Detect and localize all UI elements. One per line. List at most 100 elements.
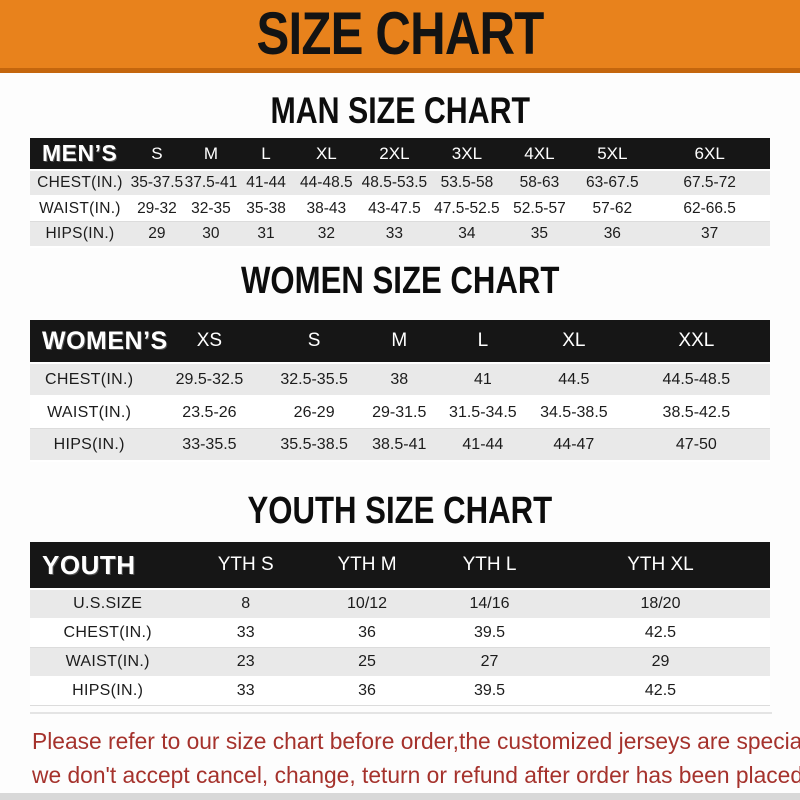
men-col-s: S bbox=[129, 138, 184, 171]
table-cell: 38.5-41 bbox=[357, 429, 441, 462]
table-cell: 43-47.5 bbox=[358, 197, 431, 222]
men-hips-row: HIPS(IN.) 29 30 31 32 33 34 35 36 37 bbox=[30, 222, 770, 248]
table-cell: 36 bbox=[306, 619, 429, 648]
table-cell: 44.5-48.5 bbox=[622, 364, 770, 397]
men-col-2xl: 2XL bbox=[358, 138, 431, 171]
women-chest-row: CHEST(IN.) 29.5-32.5 32.5-35.5 38 41 44.… bbox=[30, 364, 770, 397]
women-col-xl: XL bbox=[525, 320, 623, 364]
table-cell: 38-43 bbox=[294, 197, 359, 222]
table-cell: 44-48.5 bbox=[294, 171, 359, 197]
footer-note: Please refer to our size chart before or… bbox=[32, 724, 800, 792]
youth-col-s: YTH S bbox=[185, 542, 306, 590]
men-header-row: MEN’S S M L XL 2XL 3XL 4XL 5XL 6XL bbox=[30, 138, 770, 171]
table-cell: 47.5-52.5 bbox=[430, 197, 504, 222]
women-col-s: S bbox=[270, 320, 358, 364]
men-col-3xl: 3XL bbox=[430, 138, 504, 171]
table-cell: 25 bbox=[306, 648, 429, 678]
table-cell: 41-44 bbox=[440, 429, 526, 462]
table-cell: 23.5-26 bbox=[148, 397, 271, 429]
women-col-xxl: XXL bbox=[622, 320, 770, 364]
youth-header-label: YOUTH bbox=[30, 542, 186, 590]
table-cell: 39.5 bbox=[428, 619, 551, 648]
banner: SIZE CHART bbox=[0, 0, 800, 73]
table-cell: 33 bbox=[185, 619, 306, 648]
table-cell: 14/16 bbox=[428, 590, 551, 620]
men-header-label: MEN’S bbox=[30, 138, 130, 171]
table-cell: 42.5 bbox=[550, 619, 770, 648]
table-cell: 36 bbox=[306, 677, 429, 706]
men-section-title-text: MAN SIZE CHART bbox=[270, 90, 530, 131]
table-cell: 23 bbox=[185, 648, 306, 678]
women-size-table: WOMEN’S XS S M L XL XXL CHEST(IN.) 29.5-… bbox=[30, 320, 770, 462]
table-cell: 39.5 bbox=[428, 677, 551, 706]
footer-line-2: we don't accept cancel, change, teturn o… bbox=[32, 762, 800, 788]
women-header-row: WOMEN’S XS S M L XL XXL bbox=[30, 320, 770, 364]
youth-waist-row: WAIST(IN.) 23 25 27 29 bbox=[30, 648, 770, 678]
table-cell: 26-29 bbox=[270, 397, 358, 429]
row-label: HIPS(IN.) bbox=[30, 429, 149, 462]
row-label: HIPS(IN.) bbox=[30, 222, 130, 248]
youth-ussize-row: U.S.SIZE 8 10/12 14/16 18/20 bbox=[30, 590, 770, 620]
youth-col-xl: YTH XL bbox=[550, 542, 770, 590]
table-cell: 58-63 bbox=[503, 171, 576, 197]
table-cell: 41-44 bbox=[237, 171, 295, 197]
table-cell: 62-66.5 bbox=[649, 197, 770, 222]
men-col-4xl: 4XL bbox=[503, 138, 576, 171]
men-chest-row: CHEST(IN.) 35-37.5 37.5-41 41-44 44-48.5… bbox=[30, 171, 770, 197]
row-label: CHEST(IN.) bbox=[30, 364, 149, 397]
row-label: HIPS(IN.) bbox=[30, 677, 186, 706]
women-header-label: WOMEN’S bbox=[30, 320, 167, 364]
table-cell: 37.5-41 bbox=[183, 171, 238, 197]
table-cell: 63-67.5 bbox=[575, 171, 650, 197]
table-cell: 37 bbox=[649, 222, 770, 248]
table-cell: 35-37.5 bbox=[129, 171, 184, 197]
table-cell: 67.5-72 bbox=[649, 171, 770, 197]
table-cell: 34 bbox=[430, 222, 504, 248]
table-cell: 27 bbox=[428, 648, 551, 678]
youth-hips-row: HIPS(IN.) 33 36 39.5 42.5 bbox=[30, 677, 770, 706]
table-cell: 44-47 bbox=[525, 429, 623, 462]
row-label: WAIST(IN.) bbox=[30, 397, 149, 429]
banner-title: SIZE CHART bbox=[256, 0, 545, 67]
youth-header-row: YOUTH YTH S YTH M YTH L YTH XL bbox=[30, 542, 770, 590]
table-cell: 32 bbox=[294, 222, 359, 248]
table-cell: 30 bbox=[183, 222, 238, 248]
women-col-l: L bbox=[440, 320, 526, 364]
table-cell: 38.5-42.5 bbox=[622, 397, 770, 429]
table-cell: 47-50 bbox=[622, 429, 770, 462]
table-cell: 42.5 bbox=[550, 677, 770, 706]
women-col-xs: XS bbox=[148, 320, 271, 364]
youth-col-l: YTH L bbox=[428, 542, 551, 590]
table-cell: 29 bbox=[550, 648, 770, 678]
table-cell: 36 bbox=[575, 222, 650, 248]
table-cell: 31.5-34.5 bbox=[440, 397, 526, 429]
youth-size-table: YOUTH YTH S YTH M YTH L YTH XL U.S.SIZE … bbox=[30, 542, 770, 706]
row-label: U.S.SIZE bbox=[30, 590, 186, 620]
table-cell: 8 bbox=[185, 590, 306, 620]
row-label: WAIST(IN.) bbox=[30, 197, 130, 222]
youth-section-title-text: YOUTH SIZE CHART bbox=[247, 490, 553, 532]
men-col-xl: XL bbox=[294, 138, 359, 171]
table-cell: 32-35 bbox=[183, 197, 238, 222]
table-cell: 41 bbox=[440, 364, 526, 397]
men-col-5xl: 5XL bbox=[575, 138, 650, 171]
women-hips-row: HIPS(IN.) 33-35.5 35.5-38.5 38.5-41 41-4… bbox=[30, 429, 770, 462]
men-col-6xl: 6XL bbox=[649, 138, 770, 171]
men-col-m: M bbox=[183, 138, 238, 171]
men-col-l: L bbox=[237, 138, 295, 171]
table-cell: 53.5-58 bbox=[430, 171, 504, 197]
table-cell: 35.5-38.5 bbox=[270, 429, 358, 462]
table-cell: 44.5 bbox=[525, 364, 623, 397]
table-cell: 38 bbox=[357, 364, 441, 397]
table-cell: 35-38 bbox=[237, 197, 295, 222]
table-cell: 33 bbox=[185, 677, 306, 706]
table-cell: 29-32 bbox=[129, 197, 184, 222]
divider-line bbox=[30, 712, 772, 714]
men-section-title: MAN SIZE CHART bbox=[0, 90, 800, 132]
bottom-strip bbox=[0, 793, 800, 800]
men-size-table: MEN’S S M L XL 2XL 3XL 4XL 5XL 6XL CHEST… bbox=[30, 138, 770, 248]
women-section-title-text: WOMEN SIZE CHART bbox=[240, 260, 560, 302]
table-cell: 29-31.5 bbox=[357, 397, 441, 429]
women-section-title: WOMEN SIZE CHART bbox=[0, 260, 800, 303]
